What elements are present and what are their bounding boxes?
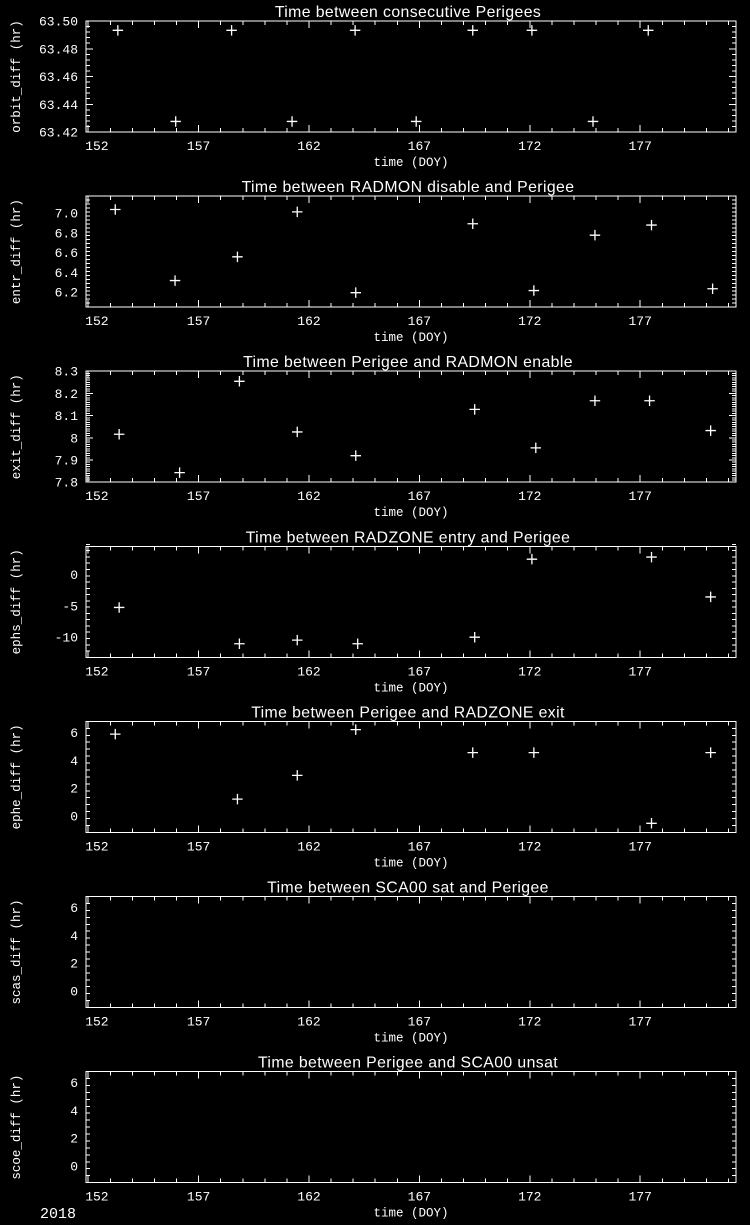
svg-text:177: 177 bbox=[628, 139, 651, 154]
svg-text:152: 152 bbox=[85, 839, 108, 854]
svg-text:orbit_diff (hr): orbit_diff (hr) bbox=[10, 20, 24, 133]
svg-text:162: 162 bbox=[297, 1015, 320, 1030]
svg-text:152: 152 bbox=[85, 489, 108, 504]
svg-text:6.8: 6.8 bbox=[55, 226, 78, 241]
svg-text:152: 152 bbox=[85, 1015, 108, 1030]
svg-text:8.2: 8.2 bbox=[55, 387, 78, 402]
svg-text:177: 177 bbox=[628, 489, 651, 504]
svg-text:8.3: 8.3 bbox=[55, 365, 78, 380]
svg-text:167: 167 bbox=[408, 664, 431, 679]
svg-text:2: 2 bbox=[70, 1132, 78, 1147]
svg-text:172: 172 bbox=[518, 839, 541, 854]
svg-text:167: 167 bbox=[408, 1190, 431, 1205]
svg-text:152: 152 bbox=[85, 314, 108, 329]
svg-text:entr_diff (hr): entr_diff (hr) bbox=[10, 199, 24, 304]
svg-text:172: 172 bbox=[518, 1190, 541, 1205]
svg-text:172: 172 bbox=[518, 664, 541, 679]
svg-text:6.4: 6.4 bbox=[55, 266, 79, 281]
svg-text:-5: -5 bbox=[62, 599, 78, 614]
svg-text:6: 6 bbox=[70, 901, 78, 916]
svg-text:8.1: 8.1 bbox=[55, 409, 79, 424]
svg-text:4: 4 bbox=[70, 929, 78, 944]
svg-text:172: 172 bbox=[518, 139, 541, 154]
svg-text:172: 172 bbox=[518, 314, 541, 329]
svg-text:Time between RADZONE entry an: Time between RADZONE entry and Perigee bbox=[246, 529, 571, 546]
svg-text:152: 152 bbox=[85, 664, 108, 679]
svg-text:Time between RADMON disable a: Time between RADMON disable and Perigee bbox=[242, 179, 575, 196]
svg-text:time (DOY): time (DOY) bbox=[373, 331, 448, 345]
svg-text:177: 177 bbox=[628, 1015, 651, 1030]
svg-text:162: 162 bbox=[297, 314, 320, 329]
svg-text:4: 4 bbox=[70, 754, 78, 769]
svg-text:scoe_diff (hr): scoe_diff (hr) bbox=[10, 1075, 24, 1180]
svg-text:167: 167 bbox=[408, 1015, 431, 1030]
svg-text:152: 152 bbox=[85, 139, 108, 154]
svg-text:time (DOY): time (DOY) bbox=[373, 856, 448, 870]
svg-text:Time between Perigee and RADZ: Time between Perigee and RADZONE exit bbox=[251, 704, 565, 721]
svg-text:162: 162 bbox=[297, 839, 320, 854]
svg-text:157: 157 bbox=[187, 314, 210, 329]
svg-text:time (DOY): time (DOY) bbox=[373, 506, 448, 520]
svg-text:167: 167 bbox=[408, 489, 431, 504]
svg-text:-10: -10 bbox=[55, 631, 78, 646]
svg-text:time (DOY): time (DOY) bbox=[373, 156, 448, 170]
svg-text:ephs_diff (hr): ephs_diff (hr) bbox=[10, 549, 24, 654]
svg-text:162: 162 bbox=[297, 489, 320, 504]
svg-text:7.8: 7.8 bbox=[55, 476, 78, 491]
svg-text:Time between SCA00 sat and Pe: Time between SCA00 sat and Perigee bbox=[267, 880, 549, 897]
svg-text:Time between consecutive Peri: Time between consecutive Perigees bbox=[275, 4, 541, 21]
svg-text:157: 157 bbox=[187, 1190, 210, 1205]
svg-text:157: 157 bbox=[187, 664, 210, 679]
svg-text:scas_diff (hr): scas_diff (hr) bbox=[10, 899, 24, 1004]
svg-text:2: 2 bbox=[70, 957, 78, 972]
svg-text:157: 157 bbox=[187, 839, 210, 854]
svg-text:0: 0 bbox=[70, 1159, 78, 1174]
svg-text:2: 2 bbox=[70, 782, 78, 797]
svg-text:8: 8 bbox=[70, 431, 78, 446]
svg-text:162: 162 bbox=[297, 1190, 320, 1205]
svg-text:167: 167 bbox=[408, 839, 431, 854]
svg-text:4: 4 bbox=[70, 1104, 78, 1119]
svg-text:Time between Perigee and SCA0: Time between Perigee and SCA00 unsat bbox=[258, 1055, 558, 1072]
svg-text:162: 162 bbox=[297, 139, 320, 154]
svg-text:6: 6 bbox=[70, 1076, 78, 1091]
svg-text:157: 157 bbox=[187, 139, 210, 154]
svg-text:177: 177 bbox=[628, 1190, 651, 1205]
svg-text:167: 167 bbox=[408, 139, 431, 154]
svg-text:6: 6 bbox=[70, 726, 78, 741]
svg-text:Time between Perigee and RADM: Time between Perigee and RADMON enable bbox=[243, 354, 573, 371]
svg-text:63.50: 63.50 bbox=[39, 15, 78, 30]
svg-text:157: 157 bbox=[187, 1015, 210, 1030]
svg-text:162: 162 bbox=[297, 664, 320, 679]
svg-text:7.9: 7.9 bbox=[55, 454, 78, 469]
svg-text:0: 0 bbox=[70, 809, 78, 824]
svg-text:167: 167 bbox=[408, 314, 431, 329]
svg-text:7.0: 7.0 bbox=[55, 206, 78, 221]
svg-text:6.2: 6.2 bbox=[55, 286, 78, 301]
svg-text:63.46: 63.46 bbox=[39, 70, 78, 85]
svg-text:157: 157 bbox=[187, 489, 210, 504]
svg-text:0: 0 bbox=[70, 568, 78, 583]
svg-text:177: 177 bbox=[628, 664, 651, 679]
svg-text:152: 152 bbox=[85, 1190, 108, 1205]
svg-text:63.48: 63.48 bbox=[39, 42, 78, 57]
svg-text:0: 0 bbox=[70, 984, 78, 999]
svg-text:63.42: 63.42 bbox=[39, 126, 78, 141]
svg-text:177: 177 bbox=[628, 314, 651, 329]
svg-text:172: 172 bbox=[518, 1015, 541, 1030]
svg-text:exit_diff (hr): exit_diff (hr) bbox=[10, 374, 24, 479]
svg-text:6.6: 6.6 bbox=[55, 246, 78, 261]
svg-text:ephe_diff (hr): ephe_diff (hr) bbox=[10, 724, 24, 829]
svg-text:63.44: 63.44 bbox=[39, 98, 78, 113]
svg-text:time (DOY): time (DOY) bbox=[373, 1207, 448, 1221]
svg-text:177: 177 bbox=[628, 839, 651, 854]
svg-text:time (DOY): time (DOY) bbox=[373, 681, 448, 695]
svg-text:172: 172 bbox=[518, 489, 541, 504]
svg-text:2018: 2018 bbox=[40, 1206, 76, 1223]
svg-text:time (DOY): time (DOY) bbox=[373, 1032, 448, 1046]
